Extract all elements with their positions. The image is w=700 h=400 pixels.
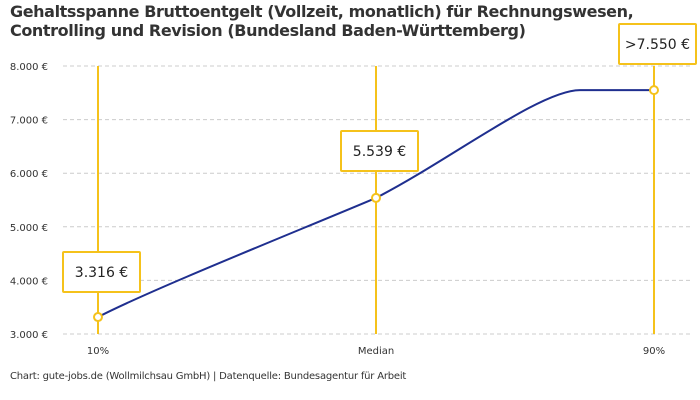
data-point bbox=[649, 85, 659, 96]
data-label: >7.550 € bbox=[625, 37, 690, 53]
y-tick-label: 7.000 € bbox=[10, 116, 48, 127]
data-label-box bbox=[340, 130, 419, 172]
y-tick-label: 3.000 € bbox=[10, 330, 48, 341]
x-tick-label: 90% bbox=[643, 346, 665, 357]
y-tick-label: 8.000 € bbox=[10, 62, 48, 73]
x-tick-label: 10% bbox=[87, 346, 109, 357]
y-tick-label: 6.000 € bbox=[10, 169, 48, 180]
data-label-box bbox=[62, 251, 141, 293]
chart-source: Chart: gute-jobs.de (Wollmilchsau GmbH) … bbox=[10, 371, 407, 382]
y-tick-label: 5.000 € bbox=[10, 223, 48, 234]
data-label: 5.539 € bbox=[353, 144, 406, 160]
data-label-box bbox=[618, 23, 697, 65]
data-point bbox=[93, 312, 103, 323]
chart-title: Gehaltsspanne Bruttoentgelt (Vollzeit, m… bbox=[10, 2, 634, 40]
data-point bbox=[371, 192, 381, 203]
x-tick-label: Median bbox=[358, 346, 394, 357]
data-label: 3.316 € bbox=[75, 265, 128, 281]
y-tick-label: 4.000 € bbox=[10, 276, 48, 287]
